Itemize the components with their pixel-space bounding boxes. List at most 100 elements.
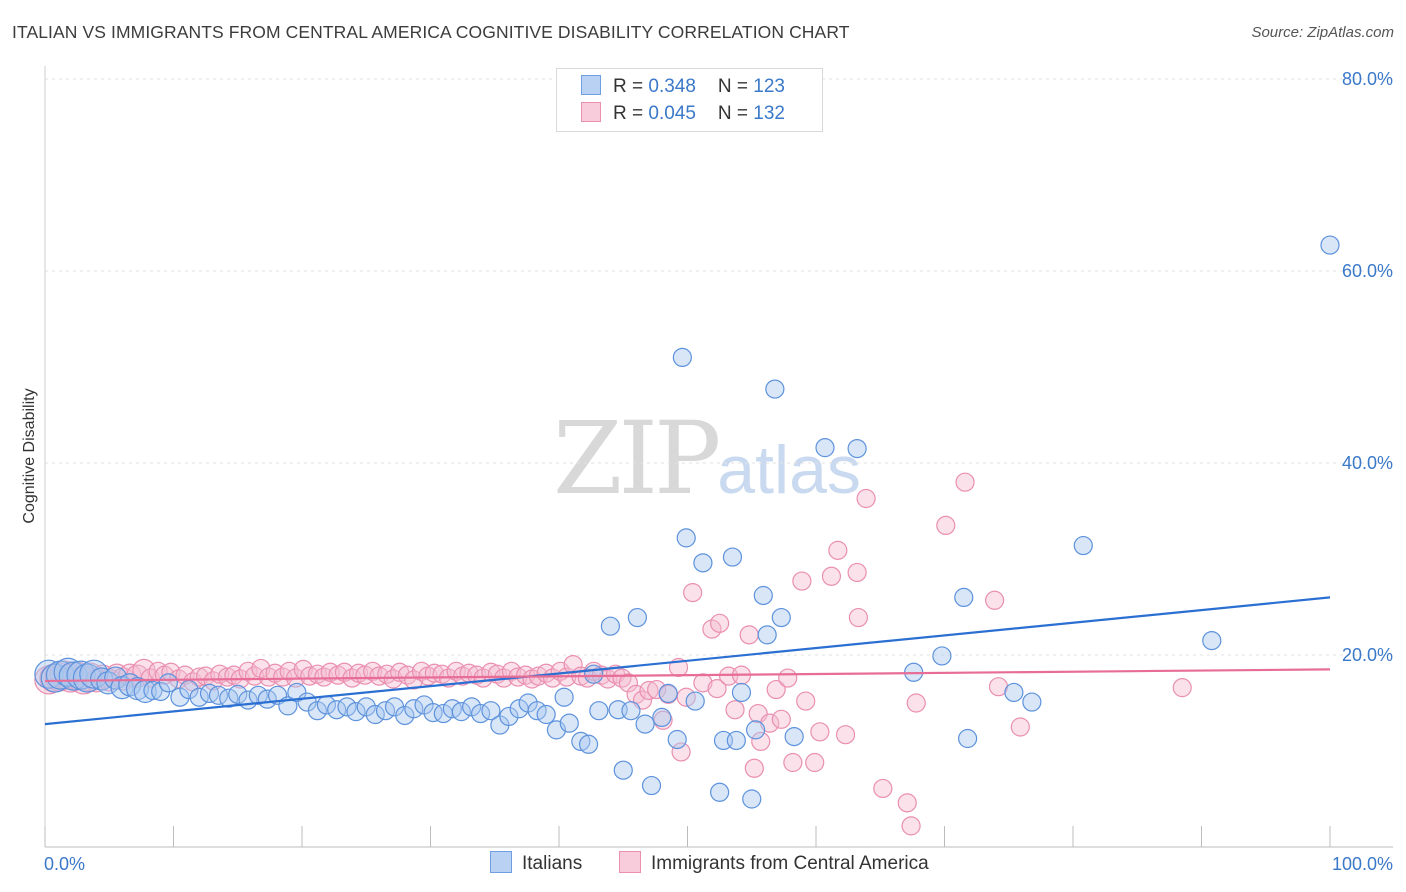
data-point [499, 706, 519, 727]
data-point [1004, 682, 1024, 703]
legend-label: Immigrants from Central America [651, 853, 929, 874]
data-point [685, 691, 705, 711]
x-tick-label: 0.0% [44, 854, 85, 874]
n-value: 123 [753, 76, 785, 97]
italians-swatch [581, 75, 601, 95]
data-point [954, 587, 974, 608]
data-point [757, 625, 777, 645]
data-point [1022, 692, 1042, 712]
data-point [815, 438, 835, 458]
data-point [1320, 235, 1340, 255]
data-point [936, 515, 956, 536]
correlation-legend: R = 0.348 N = 123 R = 0.045 N = 132 [556, 68, 823, 132]
data-point [856, 488, 876, 509]
data-point [300, 666, 320, 686]
data-point [835, 725, 856, 745]
data-point [652, 707, 672, 728]
data-point [784, 726, 804, 747]
x-tick-label: 100.0% [1332, 854, 1393, 874]
data-point [731, 682, 752, 703]
data-point [404, 699, 424, 719]
n-value: 132 [753, 103, 785, 124]
data-point [641, 775, 662, 796]
series-italians-points [34, 235, 1340, 809]
data-point [559, 713, 579, 733]
n-label: N = [717, 76, 754, 97]
data-point [334, 662, 355, 682]
tick-labels: 20.0% 40.0% 60.0% 80.0% 0.0% 100.0% [44, 69, 1393, 874]
data-point [707, 678, 727, 699]
data-point [158, 673, 178, 693]
data-point [702, 619, 722, 639]
data-point [906, 693, 926, 713]
series-immigrants-points [34, 472, 1192, 836]
data-point [672, 347, 692, 367]
data-point [571, 731, 591, 752]
data-point [847, 439, 867, 459]
data-point [536, 704, 556, 725]
data-point [683, 582, 703, 603]
data-point [189, 687, 209, 707]
data-point [810, 722, 830, 742]
data-point [901, 816, 921, 836]
data-point [765, 379, 785, 399]
data-point [753, 585, 773, 606]
data-point [627, 607, 647, 628]
data-point [848, 607, 869, 628]
data-point [600, 616, 621, 636]
data-point [189, 667, 209, 687]
data-point [1073, 535, 1093, 556]
data-point [244, 666, 265, 686]
immigrants-swatch [581, 102, 601, 122]
data-point [958, 728, 978, 749]
data-point [228, 684, 248, 704]
r-label: R = [613, 76, 649, 97]
source-label: Source: ZipAtlas.com [1251, 24, 1394, 41]
data-point [751, 731, 771, 752]
trend-lines [44, 596, 1331, 726]
data-point [985, 590, 1005, 610]
data-point [451, 702, 471, 722]
axes [44, 66, 1393, 848]
data-point [771, 709, 791, 729]
data-point [726, 730, 746, 751]
data-point [346, 702, 366, 722]
data-point [639, 680, 659, 701]
data-point [792, 571, 812, 591]
zipatlas-watermark: ZIPatlas [553, 400, 861, 517]
data-point [805, 752, 825, 773]
data-point [710, 782, 730, 802]
data-point [1172, 678, 1192, 698]
data-point [423, 702, 443, 723]
data-point [369, 666, 389, 686]
data-point [693, 673, 713, 693]
data-point [287, 682, 307, 703]
data-point [739, 625, 759, 645]
gridlines [45, 78, 1393, 656]
legend-row-italians: R = 0.348 N = 123 [581, 75, 785, 99]
data-point [563, 654, 583, 675]
data-point [1202, 630, 1222, 651]
data-point [873, 778, 893, 799]
data-point [578, 734, 599, 754]
immigrants-legend-swatch [619, 851, 641, 873]
data-point [783, 752, 803, 773]
data-point [796, 691, 816, 711]
chart-title: ITALIAN VS IMMIGRANTS FROM CENTRAL AMERI… [12, 22, 850, 42]
data-point [725, 700, 745, 720]
data-point [618, 673, 638, 693]
data-point [766, 679, 786, 700]
r-value: 0.348 [648, 76, 696, 97]
data-point [710, 613, 730, 633]
data-point [847, 562, 867, 583]
data-point [821, 566, 842, 586]
legend-row-immigrants: R = 0.045 N = 132 [581, 102, 785, 126]
data-point [621, 701, 641, 721]
r-value: 0.045 [648, 103, 696, 124]
trend-line-immigrants [44, 668, 1331, 683]
data-point [676, 528, 696, 548]
data-point [554, 687, 574, 707]
data-point [778, 668, 798, 688]
data-point [897, 793, 917, 813]
